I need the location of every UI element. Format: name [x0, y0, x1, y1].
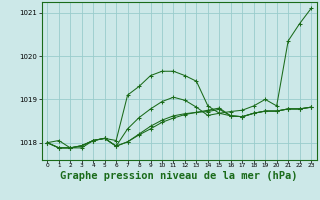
- X-axis label: Graphe pression niveau de la mer (hPa): Graphe pression niveau de la mer (hPa): [60, 171, 298, 181]
